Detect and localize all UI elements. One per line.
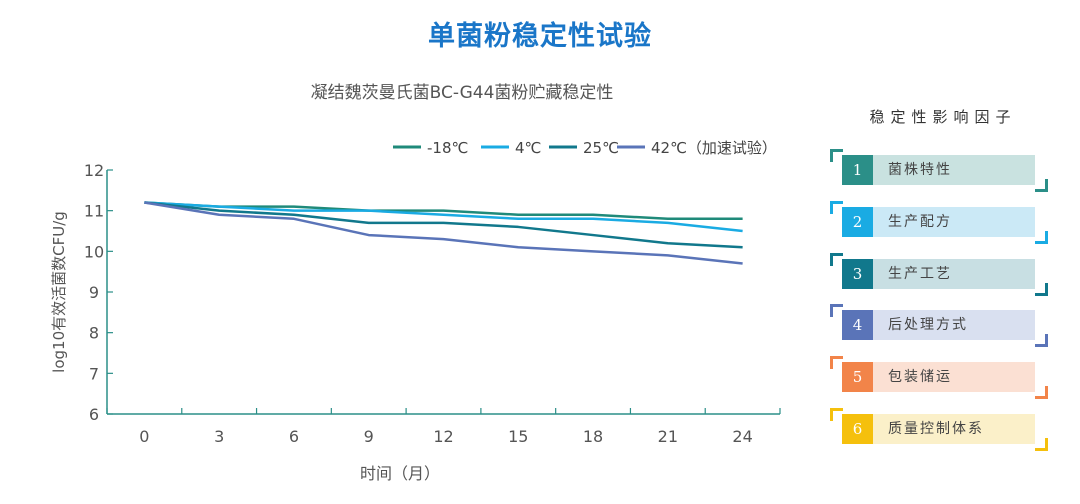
corner-bracket-top-left [830,201,843,214]
y-tick-label: 12 [84,161,104,180]
factor-item: 4 后处理方式 [828,304,1050,354]
factor-background [842,207,1035,237]
corner-bracket-top-left [830,304,843,317]
factor-item: 5 包装储运 [828,356,1050,406]
series-line-4 [144,201,743,265]
x-tick-label: 21 [658,427,678,446]
corner-bracket-bottom-right [1035,386,1048,399]
legend-label: 42℃（加速试验） [651,139,777,157]
y-axis-title: log10有效活菌数CFU/g [50,211,68,373]
factor-label: 质量控制体系 [888,421,984,437]
factor-number: 1 [842,155,873,185]
legend-label: 4℃ [515,139,541,157]
x-tick-label: 9 [364,427,374,446]
factor-label: 后处理方式 [888,317,968,333]
x-tick-label: 3 [214,427,224,446]
factor-background [842,414,1035,444]
corner-bracket-bottom-right [1035,438,1048,451]
factor-label: 生产配方 [888,214,952,230]
y-tick-label: 6 [89,405,99,424]
factor-number: 4 [842,310,873,340]
series-line-1 [144,201,743,221]
factor-item: 1 菌株特性 [828,149,1050,199]
stability-line-chart: 凝结魏茨曼氏菌BC-G44菌粉贮藏稳定性 6 7 8 9 10 11 12 0 3 6 9 12 15 18… [50,83,781,483]
x-tick-label: 12 [433,427,453,446]
chart-title: 凝结魏茨曼氏菌BC-G44菌粉贮藏稳定性 [311,83,614,103]
factor-background [842,259,1035,289]
factor-item: 6 质量控制体系 [828,408,1050,458]
y-tick-label: 7 [89,364,99,383]
corner-bracket-bottom-right [1035,231,1048,244]
factor-background [842,155,1035,185]
factor-background [842,310,1035,340]
factor-label: 生产工艺 [888,266,952,282]
factor-background [842,362,1035,392]
x-tick-label: 15 [508,427,528,446]
series-line-2 [144,201,743,233]
legend-label: -18℃ [427,139,468,157]
corner-bracket-bottom-right [1035,283,1048,296]
factor-number: 2 [842,207,873,237]
factor-label: 包装储运 [888,369,952,385]
factor-label: 菌株特性 [888,162,952,178]
factor-number: 3 [842,259,873,289]
factor-number: 6 [842,414,873,444]
y-tick-label: 10 [84,242,104,261]
x-axis-title: 时间（月） [360,464,440,483]
series-line-3 [144,201,743,249]
corner-bracket-top-left [830,408,843,421]
corner-bracket-top-left [830,253,843,266]
corner-bracket-top-left [830,356,843,369]
y-tick-label: 9 [89,283,99,302]
factor-item: 2 生产配方 [828,201,1050,251]
x-tick-label: 0 [139,427,149,446]
x-tick-label: 6 [289,427,299,446]
y-tick-label: 8 [89,324,99,343]
factors-panel-title: 稳定性影响因子 [869,108,1017,126]
corner-bracket-top-left [830,149,843,162]
page-title: 单菌粉稳定性试验 [428,21,652,52]
legend-label: 25℃ [583,139,619,157]
corner-bracket-bottom-right [1035,334,1048,347]
x-tick-label: 18 [583,427,603,446]
factor-number: 5 [842,362,873,392]
corner-bracket-bottom-right [1035,179,1048,192]
factor-item: 3 生产工艺 [828,253,1050,303]
x-tick-label: 24 [732,427,752,446]
y-tick-label: 11 [84,202,104,221]
